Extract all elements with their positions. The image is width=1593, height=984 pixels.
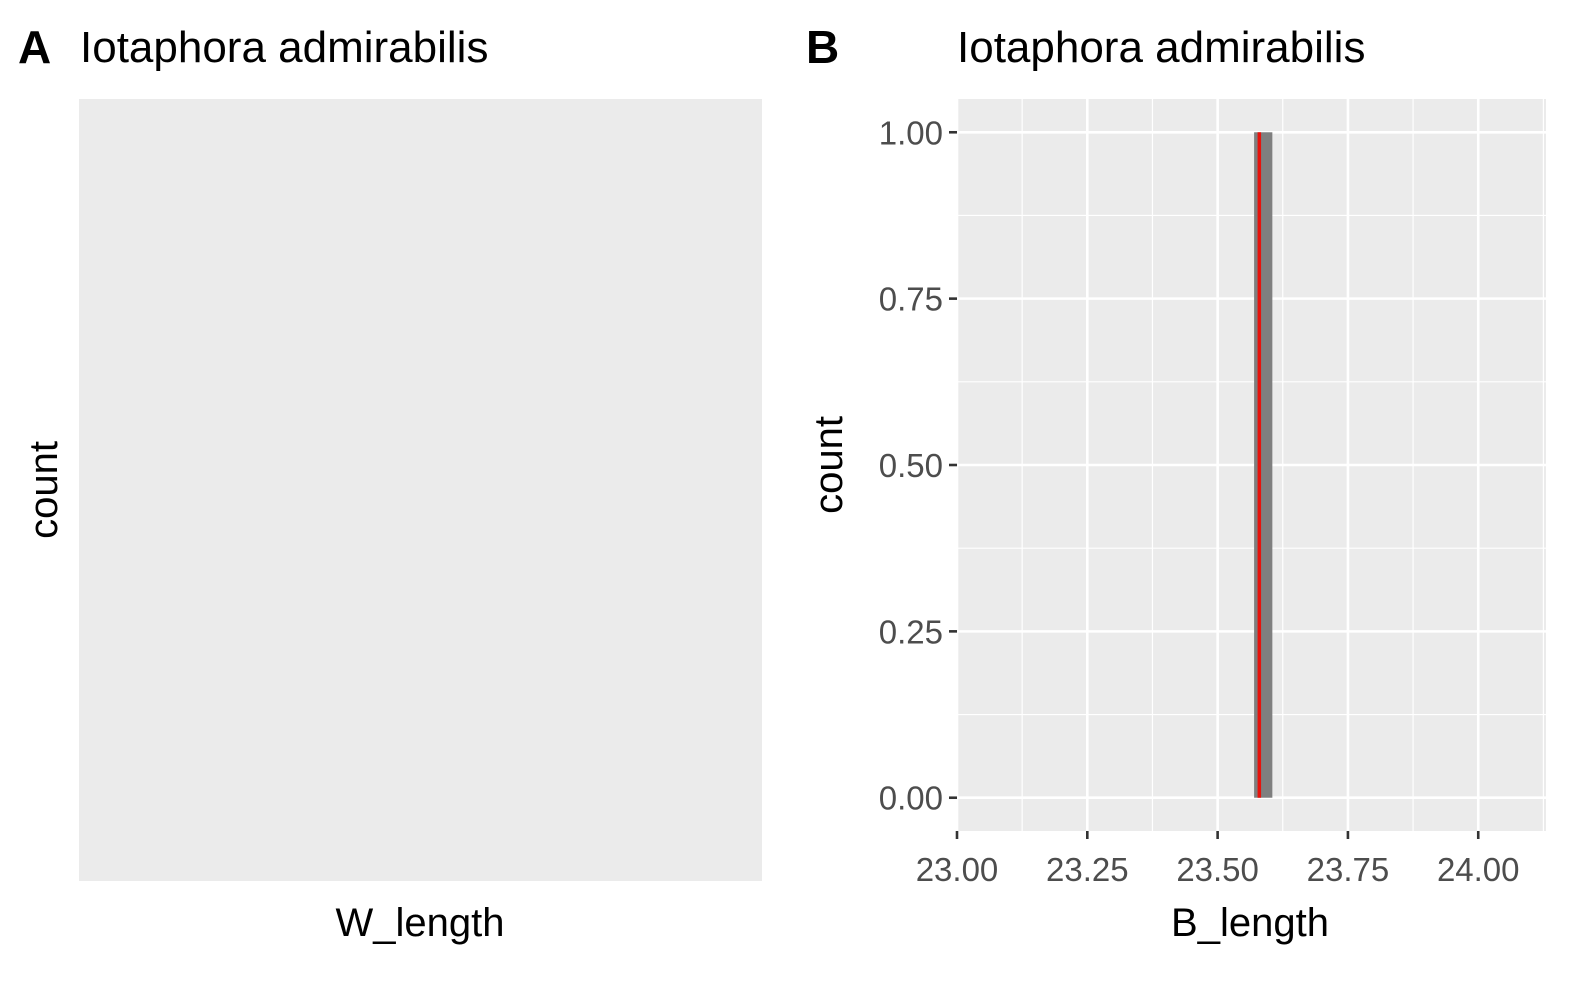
y-tick-label: 0.75 [879, 281, 943, 318]
x-tick-label: 24.00 [1437, 851, 1520, 888]
panel-a-plot-area [79, 99, 762, 881]
panel-b-bars [1254, 132, 1273, 798]
y-tick-label: 0.00 [879, 780, 943, 817]
x-tick-label: 23.50 [1176, 851, 1259, 888]
panel-b: B Iotaphora admirabilis 23.00 23.25 23.50 2… [806, 21, 1546, 945]
y-tick-label: 1.00 [879, 114, 943, 151]
x-tick-label: 23.75 [1307, 851, 1390, 888]
histogram-bar [1254, 132, 1273, 798]
panel-b-ylabel: count [807, 416, 851, 514]
y-tick-label: 0.25 [879, 613, 943, 650]
x-tick-label: 23.25 [1046, 851, 1129, 888]
panel-a-tag: A [18, 21, 51, 73]
panel-b-xlabel: B_length [1171, 901, 1329, 945]
panel-b-tag: B [806, 21, 839, 73]
y-tick-label: 0.50 [879, 447, 943, 484]
panel-a-ylabel: count [22, 441, 66, 539]
panel-b-axes: 23.00 23.25 23.50 23.75 24.00 0.00 0.25 0.50 0.7… [879, 114, 1520, 888]
panel-a-xlabel: W_length [336, 901, 505, 945]
panel-a: A Iotaphora admirabilis W_length count [18, 21, 762, 945]
x-tick-label: 23.00 [916, 851, 999, 888]
panel-a-title: Iotaphora admirabilis [80, 23, 488, 72]
panel-b-title: Iotaphora admirabilis [957, 23, 1365, 72]
